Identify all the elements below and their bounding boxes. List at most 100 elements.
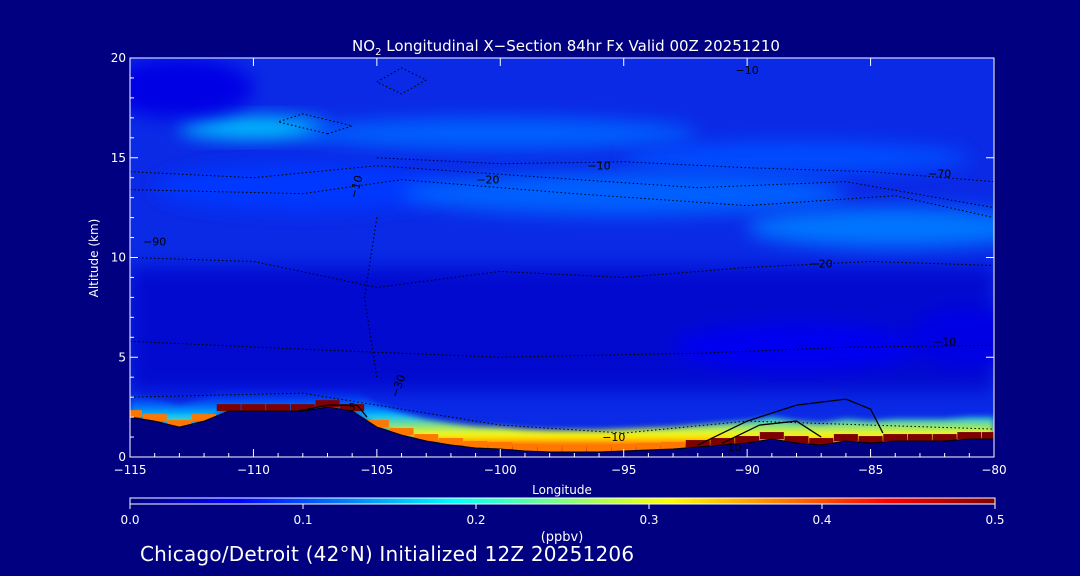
contour-label-2: −20: [476, 174, 499, 187]
surface-cell-5: [241, 404, 266, 412]
contour-line-0: [130, 165, 994, 209]
surface-cell-6: [266, 404, 291, 412]
surface-cell-1: [142, 414, 167, 422]
y-tick-label-4: 20: [111, 51, 126, 65]
surface-cell-7: [290, 404, 315, 412]
plume-0: [179, 116, 328, 139]
colorbar-tick-label-0: 0.0: [120, 513, 139, 527]
terrain: [130, 406, 994, 457]
colorbar-tick-label-4: 0.4: [812, 513, 831, 527]
surface-cell-3: [192, 414, 217, 422]
surface-cell-29: [833, 434, 858, 442]
x-tick-label-7: −80: [981, 463, 1006, 477]
surface-cell-22: [661, 442, 686, 450]
contour-label-9: −10: [718, 441, 741, 454]
y-tick-label-1: 5: [118, 350, 126, 364]
colorbar-ticks: 0.0 0.1 0.2 0.3 0.4 0.5: [120, 504, 1005, 527]
contour-line-8: [376, 67, 428, 95]
contour-lines: [130, 67, 994, 446]
surface-cell-15: [488, 442, 513, 450]
surface-cell-35: [982, 432, 994, 440]
colorbar-tick-label-1: 0.1: [293, 513, 312, 527]
contour-label-8: −10: [602, 431, 625, 444]
y-tick-label-0: 0: [118, 450, 126, 464]
solid-contour-0: [697, 398, 884, 446]
surface-cell-23: [685, 440, 710, 448]
contour-label-4: −70: [928, 168, 951, 181]
y-tick-label-2: 10: [111, 251, 126, 265]
surface-cell-31: [883, 434, 908, 442]
plume-6: [130, 58, 254, 118]
surface-layer: [130, 385, 994, 453]
contour-label-11: 5: [349, 401, 356, 414]
plume-7: [673, 323, 920, 372]
colorbar-tick-label-3: 0.3: [639, 513, 658, 527]
surface-cell-32: [907, 434, 932, 442]
solid-contour-2: [277, 404, 368, 418]
surface-cell-16: [512, 444, 537, 452]
title-subscript: 2: [375, 47, 381, 58]
terrain-fill: [130, 406, 994, 457]
contour-line-4: [130, 257, 994, 288]
x-axis-label: Longitude: [532, 483, 592, 497]
contour-label-3: −10: [347, 174, 366, 200]
contour-line-3: [276, 113, 355, 135]
contour-line-2: [376, 157, 994, 183]
surface-cell-24: [710, 438, 735, 446]
plume-3: [154, 163, 451, 212]
plume-4: [401, 171, 846, 216]
contour-label-6: −20: [810, 257, 833, 270]
surface-cell-14: [463, 441, 488, 449]
surface-cell-34: [957, 432, 982, 440]
plume-2: [623, 141, 970, 174]
concentration-field: [130, 58, 994, 392]
surface-cell-26: [759, 432, 784, 440]
x-axis: −115 −110 −105 −100 −95 −90 −85 −80: [114, 58, 1007, 477]
x-tick-label-1: −110: [237, 463, 270, 477]
colorbar-unit-label: (ppbv): [541, 530, 584, 545]
chart-title: NO2 Longitudinal X−Section 84hr Fx Valid…: [352, 37, 780, 58]
surface-cell-10: [364, 420, 389, 428]
x-tick-label-4: −95: [611, 463, 636, 477]
surface-cell-0: [130, 410, 142, 418]
plume-8: [907, 307, 994, 368]
y-axis-label: Altitude (km): [87, 219, 101, 298]
plume-1: [302, 117, 698, 150]
surface-cell-17: [537, 445, 562, 453]
colorbar-bar: [129, 497, 996, 505]
contour-line-1: [130, 179, 994, 219]
surface-cell-18: [562, 445, 587, 453]
x-tick-label-6: −85: [858, 463, 883, 477]
surface-cell-2: [167, 420, 192, 428]
x-tick-label-5: −90: [734, 463, 759, 477]
surface-cell-11: [389, 428, 414, 436]
surface-cell-28: [809, 438, 834, 446]
colorbar: 0.0 0.1 0.2 0.3 0.4 0.5 (ppbv): [120, 497, 1005, 545]
surface-cell-8: [315, 400, 340, 408]
surface-cell-27: [784, 436, 809, 444]
contour-label-1: −10: [587, 160, 610, 173]
surface-cell-20: [611, 444, 636, 452]
surface-cell-12: [414, 434, 439, 442]
contour-label-0: −10: [736, 64, 759, 77]
surface-cell-21: [636, 443, 661, 451]
surface-cell-13: [438, 438, 463, 446]
surface-cell-4: [216, 404, 241, 412]
surface-cell-9: [340, 404, 365, 412]
colorbar-tick-label-2: 0.2: [466, 513, 485, 527]
surface-cell-33: [932, 434, 957, 442]
x-tick-label-0: −115: [114, 463, 147, 477]
colorbar-tick-label-5: 0.5: [985, 513, 1004, 527]
plot-area: −10−10−20−10 −70−90−20−10−10−10−305: [130, 58, 994, 457]
y-tick-label-3: 15: [111, 151, 126, 165]
x-tick-label-3: −100: [484, 463, 517, 477]
surface-cell-30: [858, 436, 883, 444]
contour-label-7: −10: [933, 335, 956, 348]
contour-line-7: [364, 217, 378, 378]
x-tick-label-2: −105: [360, 463, 393, 477]
footer-run-info: Chicago/Detroit (42°N) Initialized 12Z 2…: [140, 542, 635, 566]
plume-5: [747, 207, 994, 248]
surface-cell-25: [735, 436, 760, 444]
y-axis: 0 5 10 15 20: [111, 51, 994, 464]
